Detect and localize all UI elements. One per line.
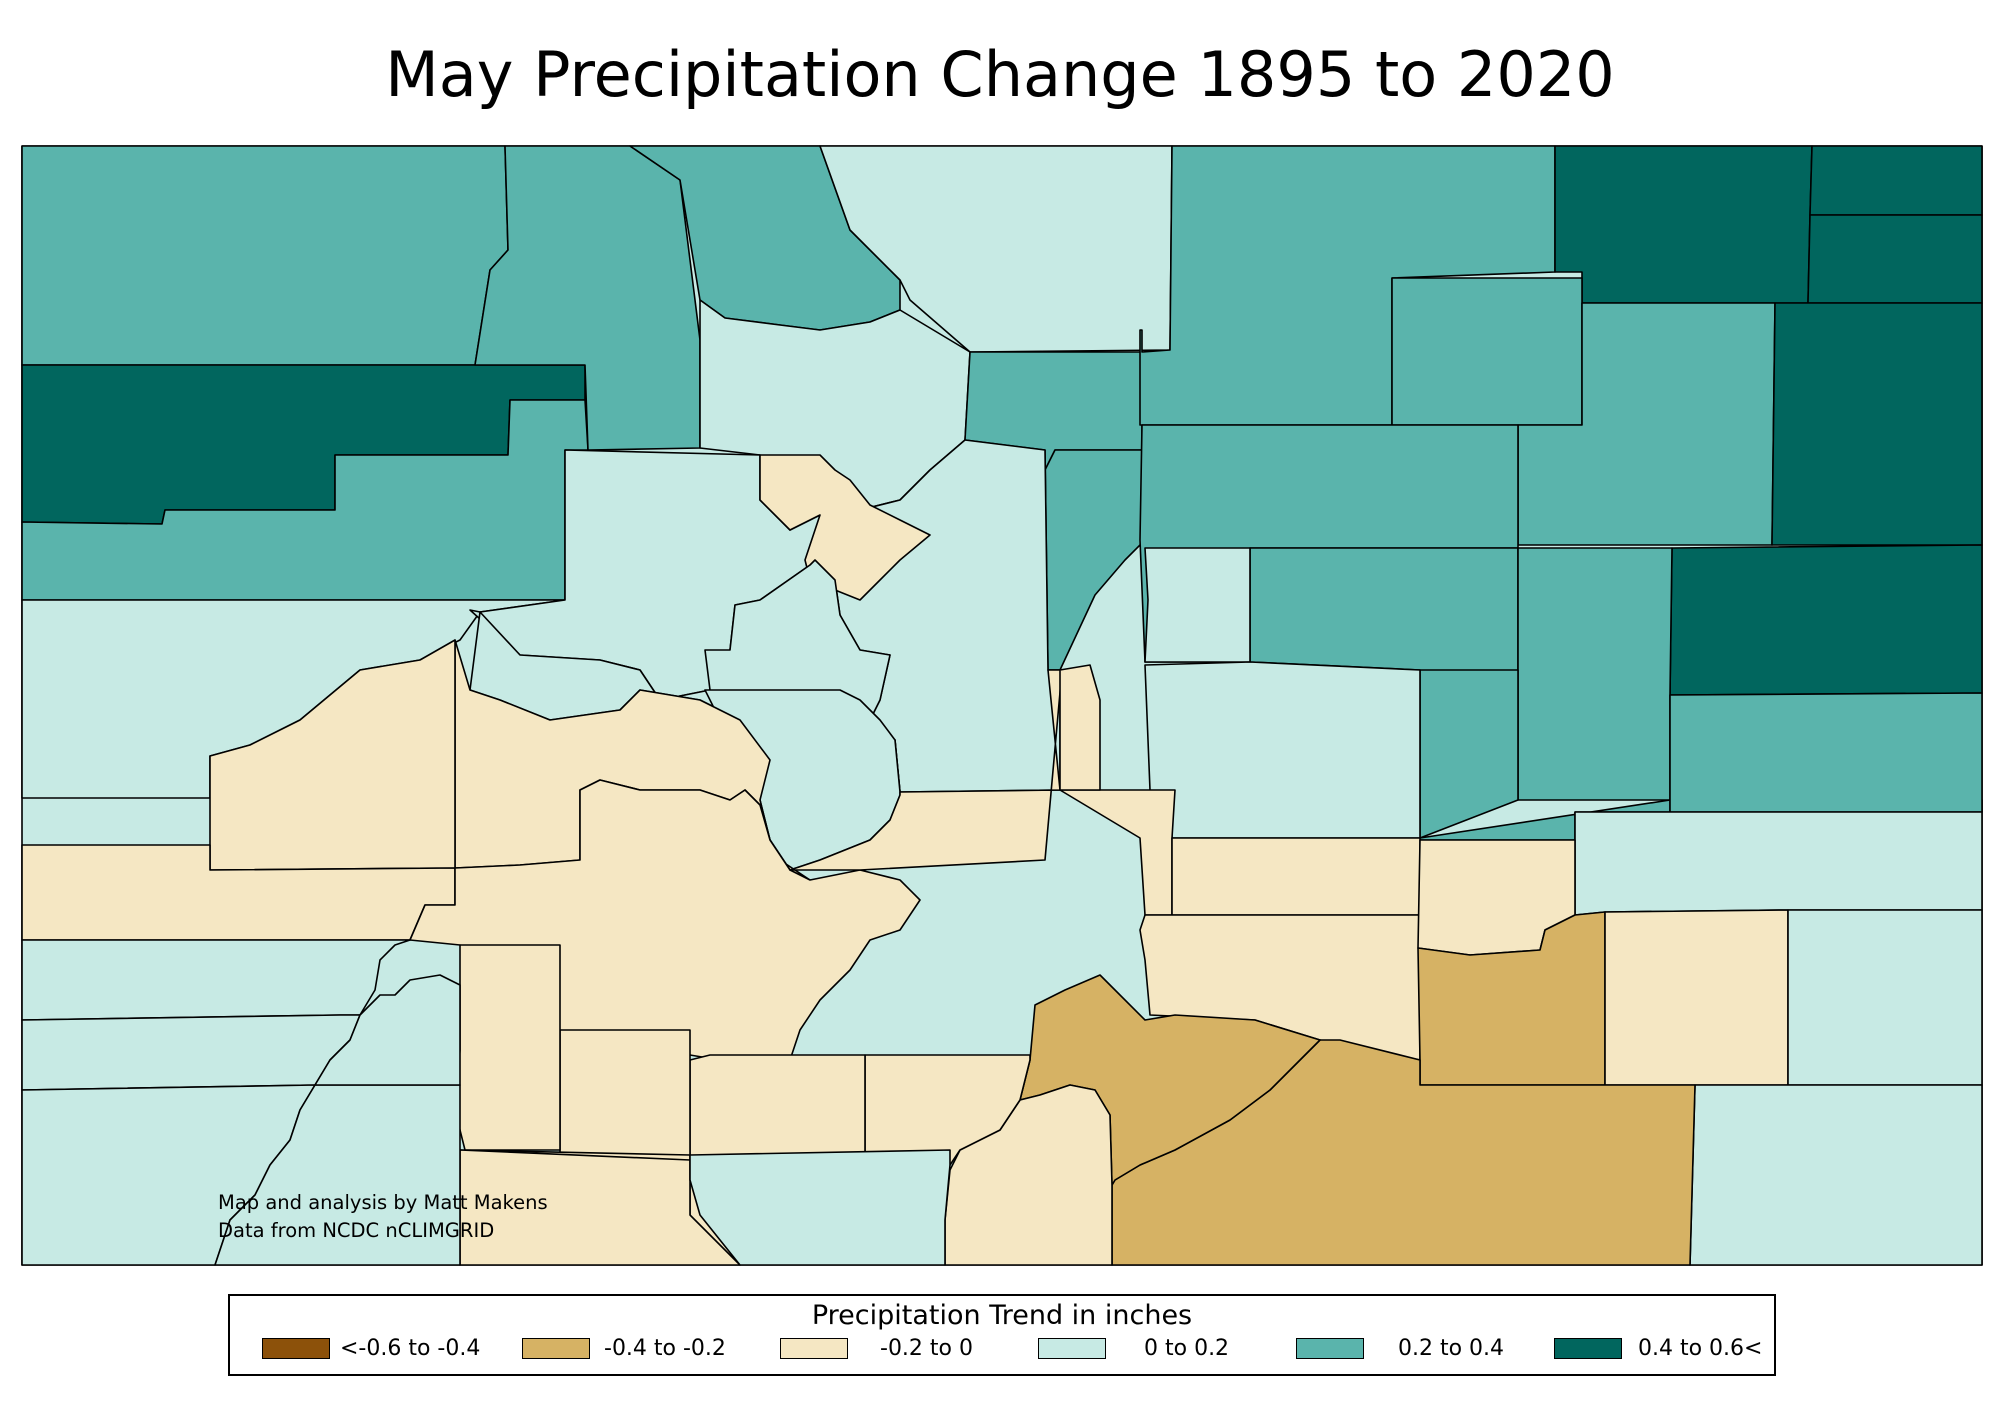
- county-region: [1391, 277, 1583, 426]
- county-region: [21, 145, 509, 366]
- data-source-credit: Data from NCDC nCLIMGRID: [218, 1219, 495, 1242]
- county-region: [1689, 1084, 1983, 1266]
- legend-label: <-0.6 to -0.4: [340, 1336, 481, 1361]
- county-region: [454, 944, 561, 1151]
- county-region: [1144, 547, 1251, 663]
- county-region: [1807, 214, 1983, 304]
- county-region: [1787, 909, 1983, 1086]
- county-region: [214, 1084, 461, 1266]
- county-region: [1574, 811, 1983, 916]
- legend-label: -0.4 to -0.2: [604, 1336, 726, 1361]
- county-region: [1059, 664, 1101, 791]
- county-region: [1669, 692, 1983, 813]
- county-region: [1517, 547, 1673, 801]
- county-region: [21, 939, 411, 1021]
- county-region: [1604, 909, 1789, 1086]
- county-region: [1554, 145, 1813, 304]
- author-credit: Map and analysis by Matt Makens: [218, 1191, 548, 1214]
- county-region: [689, 1149, 951, 1266]
- legend-label: 0 to 0.2: [1144, 1336, 1230, 1361]
- county-region: [1809, 145, 1983, 216]
- county-region: [21, 1014, 361, 1091]
- legend-swatch: [1038, 1338, 1106, 1359]
- county-region: [559, 1029, 691, 1161]
- county-region: [1771, 302, 1983, 546]
- county-region: [689, 1054, 866, 1166]
- legend-label: -0.2 to 0: [880, 1336, 973, 1361]
- legend-label: 0.2 to 0.4: [1398, 1336, 1505, 1361]
- county-region: [759, 454, 931, 601]
- legend-swatch: [1554, 1338, 1622, 1359]
- map-title: May Precipitation Change 1895 to 2020: [385, 38, 1615, 111]
- county-region: [314, 974, 461, 1086]
- legend-swatch: [1296, 1338, 1364, 1359]
- legend-swatch: [522, 1338, 590, 1359]
- county-region: [1144, 661, 1421, 839]
- legend: Precipitation Trend in inches <-0.6 to -…: [228, 1294, 1776, 1376]
- legend-title: Precipitation Trend in inches: [811, 1300, 1193, 1331]
- county-region: [1669, 544, 1983, 696]
- legend-swatch: [262, 1338, 330, 1359]
- legend-label: 0.4 to 0.6<: [1638, 1336, 1763, 1361]
- county-region: [1171, 837, 1421, 916]
- legend-swatch: [780, 1338, 848, 1359]
